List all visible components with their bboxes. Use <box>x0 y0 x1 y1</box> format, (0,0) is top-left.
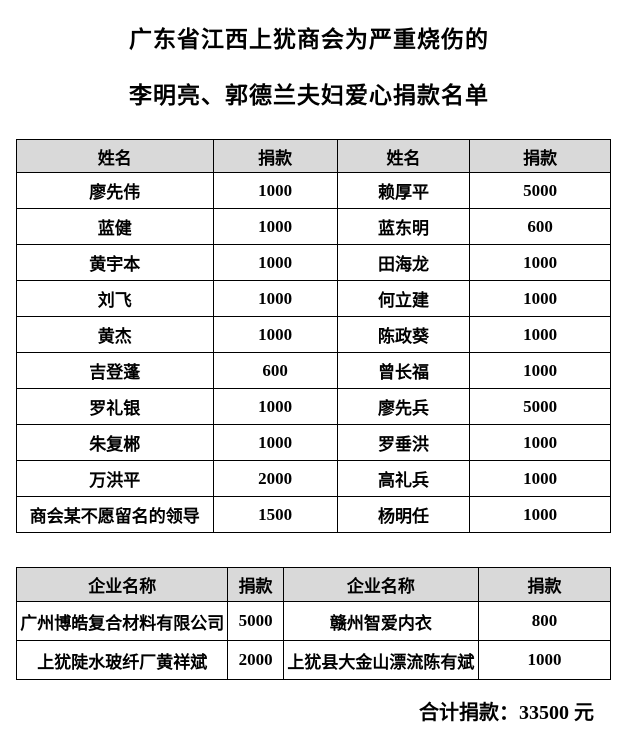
table-cell: 赖厚平 <box>336 172 471 209</box>
column-header: 姓名 <box>336 139 471 173</box>
table-cell: 1000 <box>212 208 338 245</box>
individual-table-header: 姓名 捐款 姓名 捐款 <box>16 139 611 173</box>
table-cell: 2000 <box>227 640 284 680</box>
table-cell: 1000 <box>212 172 338 209</box>
column-header: 企业名称 <box>15 567 229 602</box>
table-cell: 杨明任 <box>336 496 471 533</box>
company-table-body: 广州博皓复合材料有限公司 5000 赣州智爱内衣 800 上犹陡水玻纤厂黄祥斌 2000 上… <box>15 601 611 680</box>
table-cell: 1000 <box>212 316 338 353</box>
table-cell: 600 <box>212 352 338 389</box>
table-row: 刘飞 1000 何立建 1000 <box>16 280 611 317</box>
table-cell: 600 <box>469 208 611 245</box>
table-row: 蓝健 1000 蓝东明 600 <box>16 208 611 245</box>
column-header: 企业名称 <box>282 567 480 602</box>
table-cell: 黄宇本 <box>16 244 214 281</box>
table-cell: 1000 <box>469 460 611 497</box>
individual-donation-table: 姓名 捐款 姓名 捐款 廖先伟 1000 赖厚平 5000 蓝健 1000 蓝东明 600 黄宇本 10… <box>16 139 611 533</box>
table-cell: 田海龙 <box>336 244 471 281</box>
table-cell: 2000 <box>212 460 338 497</box>
table-cell: 刘飞 <box>16 280 214 317</box>
table-cell: 上犹县大金山漂流陈有斌 <box>282 640 480 680</box>
table-cell: 廖先伟 <box>16 172 214 209</box>
table-row: 廖先伟 1000 赖厚平 5000 <box>16 172 611 209</box>
table-row: 商会某不愿留名的领导 1500 杨明任 1000 <box>16 496 611 533</box>
page-title-line2: 李明亮、郭德兰夫妇爱心捐款名单 <box>129 83 489 108</box>
table-row: 黄宇本 1000 田海龙 1000 <box>16 244 611 281</box>
table-cell: 1000 <box>469 280 611 317</box>
column-header: 姓名 <box>16 139 214 173</box>
table-cell: 廖先兵 <box>336 388 471 425</box>
table-cell: 赣州智爱内衣 <box>282 601 480 641</box>
header-row: 企业名称 捐款 企业名称 捐款 <box>15 567 611 602</box>
table-cell: 1000 <box>469 424 611 461</box>
table-row: 万洪平 2000 高礼兵 1000 <box>16 460 611 497</box>
table-cell: 朱复郴 <box>16 424 214 461</box>
table-cell: 吉登蓬 <box>16 352 214 389</box>
header-row: 姓名 捐款 姓名 捐款 <box>16 139 611 173</box>
table-cell: 5000 <box>227 601 284 641</box>
table-row: 吉登蓬 600 曾长福 1000 <box>16 352 611 389</box>
company-donation-table: 企业名称 捐款 企业名称 捐款 广州博皓复合材料有限公司 5000 赣州智爱内衣 800 上犹… <box>15 567 611 680</box>
page-title-line1: 广东省江西上犹商会为严重烧伤的 <box>129 27 489 52</box>
table-row: 黄杰 1000 陈政葵 1000 <box>16 316 611 353</box>
table-cell: 1000 <box>212 280 338 317</box>
table-cell: 商会某不愿留名的领导 <box>16 496 214 533</box>
table-cell: 1000 <box>212 244 338 281</box>
table-cell: 高礼兵 <box>336 460 471 497</box>
column-header: 捐款 <box>469 139 611 173</box>
table-cell: 何立建 <box>336 280 471 317</box>
table-row: 朱复郴 1000 罗垂洪 1000 <box>16 424 611 461</box>
table-cell: 黄杰 <box>16 316 214 353</box>
column-header: 捐款 <box>227 567 284 602</box>
table-cell: 罗垂洪 <box>336 424 471 461</box>
total-donation-text: 合计捐款：33500 元 <box>419 702 594 724</box>
table-cell: 1000 <box>478 640 611 680</box>
column-header: 捐款 <box>478 567 611 602</box>
table-cell: 1500 <box>212 496 338 533</box>
table-cell: 陈政葵 <box>336 316 471 353</box>
individual-table-body: 廖先伟 1000 赖厚平 5000 蓝健 1000 蓝东明 600 黄宇本 1000 田海龙 1000… <box>16 172 611 533</box>
table-cell: 蓝东明 <box>336 208 471 245</box>
table-cell: 万洪平 <box>16 460 214 497</box>
table-cell: 5000 <box>469 388 611 425</box>
table-row: 上犹陡水玻纤厂黄祥斌 2000 上犹县大金山漂流陈有斌 1000 <box>15 640 611 680</box>
table-cell: 1000 <box>469 496 611 533</box>
table-cell: 1000 <box>212 424 338 461</box>
table-cell: 800 <box>478 601 611 641</box>
table-cell: 1000 <box>469 316 611 353</box>
table-cell: 上犹陡水玻纤厂黄祥斌 <box>15 640 229 680</box>
table-cell: 1000 <box>212 388 338 425</box>
column-header: 捐款 <box>212 139 338 173</box>
table-row: 广州博皓复合材料有限公司 5000 赣州智爱内衣 800 <box>15 601 611 641</box>
table-cell: 5000 <box>469 172 611 209</box>
company-table-header: 企业名称 捐款 企业名称 捐款 <box>15 567 611 602</box>
table-row: 罗礼银 1000 廖先兵 5000 <box>16 388 611 425</box>
table-cell: 罗礼银 <box>16 388 214 425</box>
table-cell: 曾长福 <box>336 352 471 389</box>
table-cell: 1000 <box>469 352 611 389</box>
table-cell: 广州博皓复合材料有限公司 <box>15 601 229 641</box>
table-cell: 1000 <box>469 244 611 281</box>
table-cell: 蓝健 <box>16 208 214 245</box>
